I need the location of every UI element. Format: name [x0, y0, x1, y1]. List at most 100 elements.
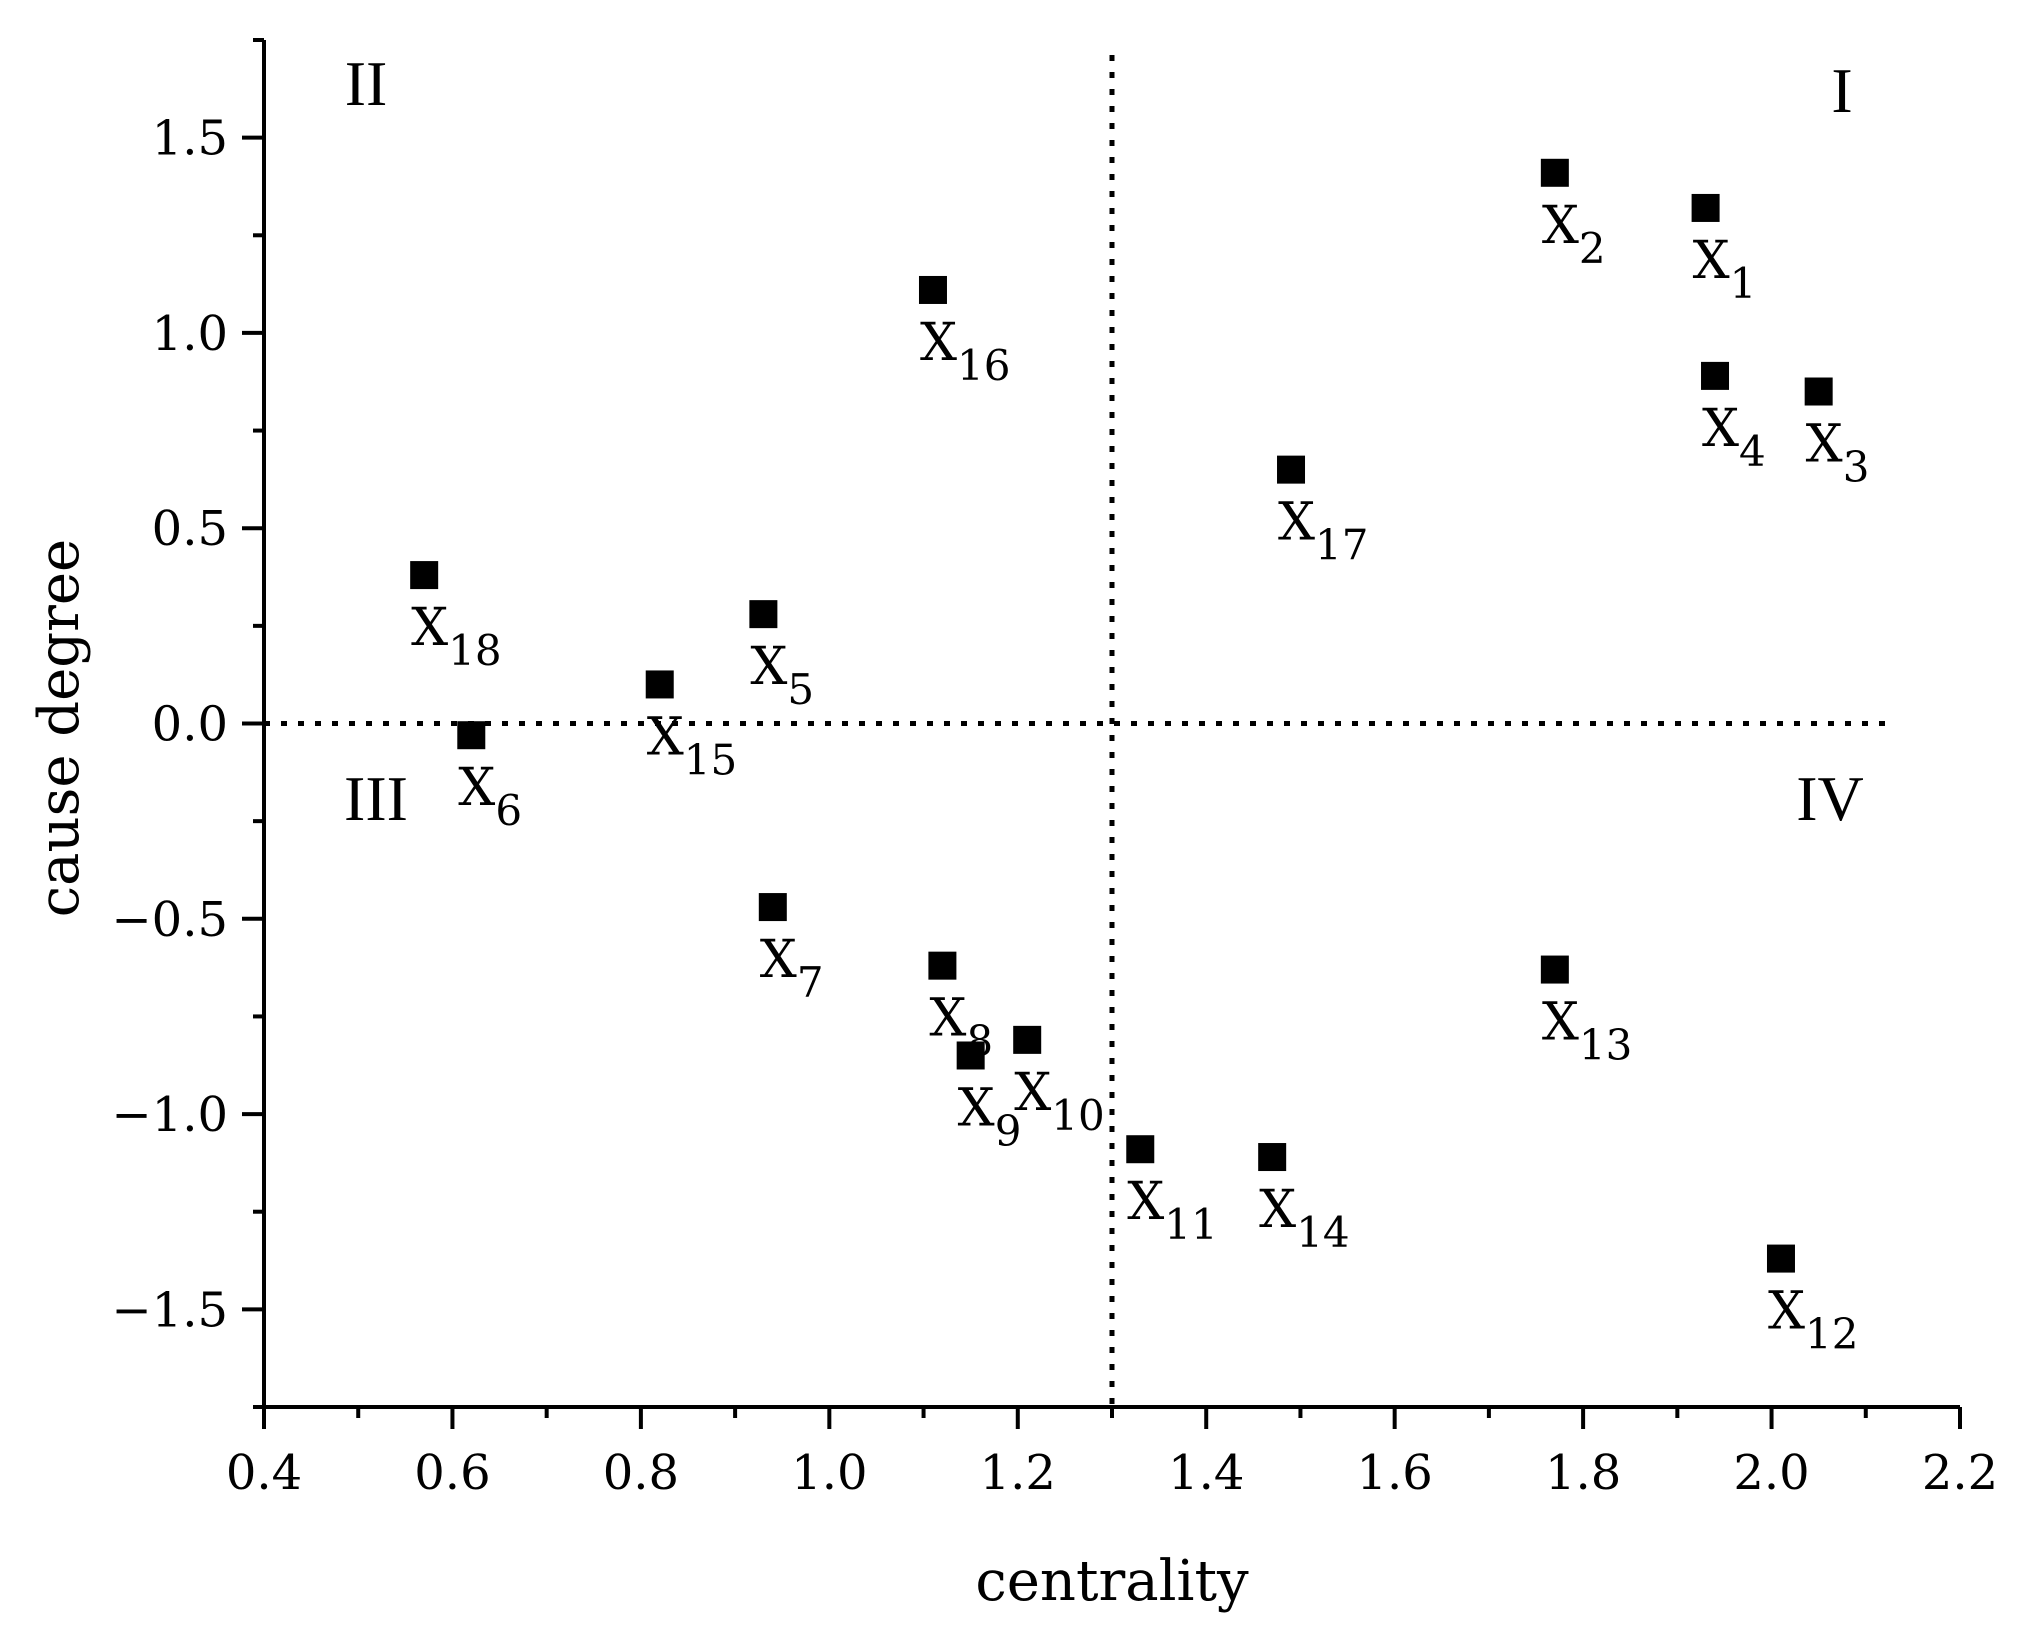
- point-label-base: X: [750, 637, 787, 697]
- reference-lines: [264, 55, 1890, 1407]
- data-points: X1X2X3X4X5X6X7X8X9X10X11X12X13X14X15X16X…: [410, 158, 1870, 1359]
- x-tick-label: 1.2: [980, 1445, 1056, 1501]
- data-point-marker: [645, 670, 674, 699]
- data-point-marker: [1126, 1135, 1155, 1164]
- point-label-base: X: [411, 598, 448, 658]
- x-axis-title: centrality: [975, 1549, 1249, 1614]
- point-label-subscript: 13: [1579, 1021, 1632, 1070]
- point-label-base: X: [760, 930, 797, 990]
- data-point-marker: [1691, 193, 1720, 222]
- data-point-label: X16: [920, 313, 1010, 390]
- data-point-label: X18: [411, 598, 501, 675]
- data-point-marker: [1277, 455, 1306, 484]
- point-label-subscript: 16: [957, 341, 1010, 390]
- y-tick-label: 1.5: [152, 111, 228, 167]
- quadrant-label: III: [344, 763, 408, 834]
- data-point-label: X11: [1127, 1172, 1217, 1249]
- y-tick-label: 0.5: [152, 501, 228, 557]
- point-label-base: X: [1014, 1063, 1051, 1123]
- data-point-label: X15: [647, 707, 737, 784]
- point-label-base: X: [958, 1078, 995, 1138]
- data-point-label: X5: [750, 637, 814, 714]
- point-label-subscript: 5: [787, 665, 814, 714]
- data-point-marker: [1766, 1244, 1795, 1273]
- data-point-marker: [1540, 955, 1569, 984]
- point-label-base: X: [1702, 399, 1739, 459]
- point-label-subscript: 4: [1739, 427, 1766, 476]
- data-point-label: X7: [760, 930, 824, 1007]
- data-point-marker: [928, 951, 957, 980]
- point-label-base: X: [1127, 1172, 1164, 1232]
- x-tick-label: 1.8: [1545, 1445, 1621, 1501]
- point-label-base: X: [929, 989, 966, 1049]
- data-point-marker: [457, 721, 486, 750]
- x-tick-label: 1.0: [791, 1445, 867, 1501]
- point-label-subscript: 11: [1164, 1200, 1217, 1249]
- point-label-subscript: 3: [1843, 443, 1870, 492]
- x-tick-label: 1.4: [1168, 1445, 1244, 1501]
- data-point-label: X10: [1014, 1063, 1104, 1140]
- ticks: 0.4 0.6 0.8 1.0 1.2 1.4 1.6 1.8 2.0 2.2 −1.5 −1.0 −0…: [111, 38, 1998, 1501]
- point-label-subscript: 1: [1730, 259, 1757, 308]
- data-point-marker: [1701, 361, 1730, 390]
- axis-titles: centrality cause degree: [27, 539, 1249, 1614]
- point-label-base: X: [1806, 415, 1843, 475]
- data-point-marker: [1013, 1025, 1042, 1054]
- y-tick-label: −1.0: [111, 1087, 228, 1143]
- data-point-label: X2: [1542, 196, 1606, 273]
- quadrant-label: IV: [1796, 763, 1864, 834]
- point-label-subscript: 15: [684, 735, 737, 784]
- data-point-label: X6: [458, 758, 522, 835]
- point-label-subscript: 10: [1051, 1091, 1104, 1140]
- data-point-label: X12: [1768, 1282, 1858, 1359]
- quadrant-label: I: [1831, 55, 1852, 126]
- point-label-subscript: 7: [797, 958, 824, 1007]
- point-label-subscript: 6: [495, 786, 522, 835]
- data-point-label: X3: [1806, 415, 1870, 492]
- data-point-label: X4: [1702, 399, 1766, 476]
- y-tick-label: −1.5: [111, 1282, 228, 1338]
- x-tick-label: 1.6: [1356, 1445, 1432, 1501]
- data-point-marker: [1258, 1143, 1287, 1172]
- y-tick-label: 1.0: [152, 306, 228, 362]
- point-label-subscript: 9: [995, 1106, 1022, 1155]
- data-point-marker: [1540, 158, 1569, 187]
- point-label-subscript: 18: [448, 626, 501, 675]
- point-label-base: X: [1278, 493, 1315, 553]
- point-label-base: X: [1693, 231, 1730, 291]
- point-label-base: X: [920, 313, 957, 373]
- point-label-base: X: [1259, 1180, 1296, 1240]
- data-point-label: X17: [1278, 493, 1368, 570]
- point-label-subscript: 12: [1805, 1310, 1858, 1359]
- data-point-label: X9: [958, 1078, 1022, 1155]
- point-label-base: X: [1768, 1282, 1805, 1342]
- point-label-base: X: [647, 707, 684, 767]
- point-label-base: X: [458, 758, 495, 818]
- data-point-label: X14: [1259, 1180, 1349, 1257]
- x-tick-label: 0.8: [603, 1445, 679, 1501]
- point-label-subscript: 14: [1296, 1208, 1349, 1257]
- data-point-marker: [1804, 377, 1833, 406]
- y-tick-label: 0.0: [152, 697, 228, 753]
- data-point-label: X8: [929, 989, 993, 1066]
- y-axis-title: cause degree: [27, 539, 92, 917]
- point-label-subscript: 17: [1315, 521, 1368, 570]
- x-tick-label: 2.2: [1922, 1445, 1998, 1501]
- data-point-marker: [956, 1041, 985, 1070]
- point-label-subscript: 2: [1579, 224, 1606, 273]
- data-point-marker: [758, 893, 787, 922]
- data-point-marker: [918, 275, 947, 304]
- y-tick-label: −0.5: [111, 892, 228, 948]
- data-point-label: X1: [1693, 231, 1757, 308]
- x-tick-label: 0.6: [414, 1445, 490, 1501]
- x-tick-label: 2.0: [1733, 1445, 1809, 1501]
- data-point-marker: [749, 600, 778, 629]
- data-point-label: X13: [1542, 993, 1632, 1070]
- point-label-base: X: [1542, 196, 1579, 256]
- x-tick-label: 0.4: [226, 1445, 302, 1501]
- point-label-base: X: [1542, 993, 1579, 1053]
- data-point-marker: [410, 561, 439, 590]
- quadrant-label: II: [345, 48, 388, 119]
